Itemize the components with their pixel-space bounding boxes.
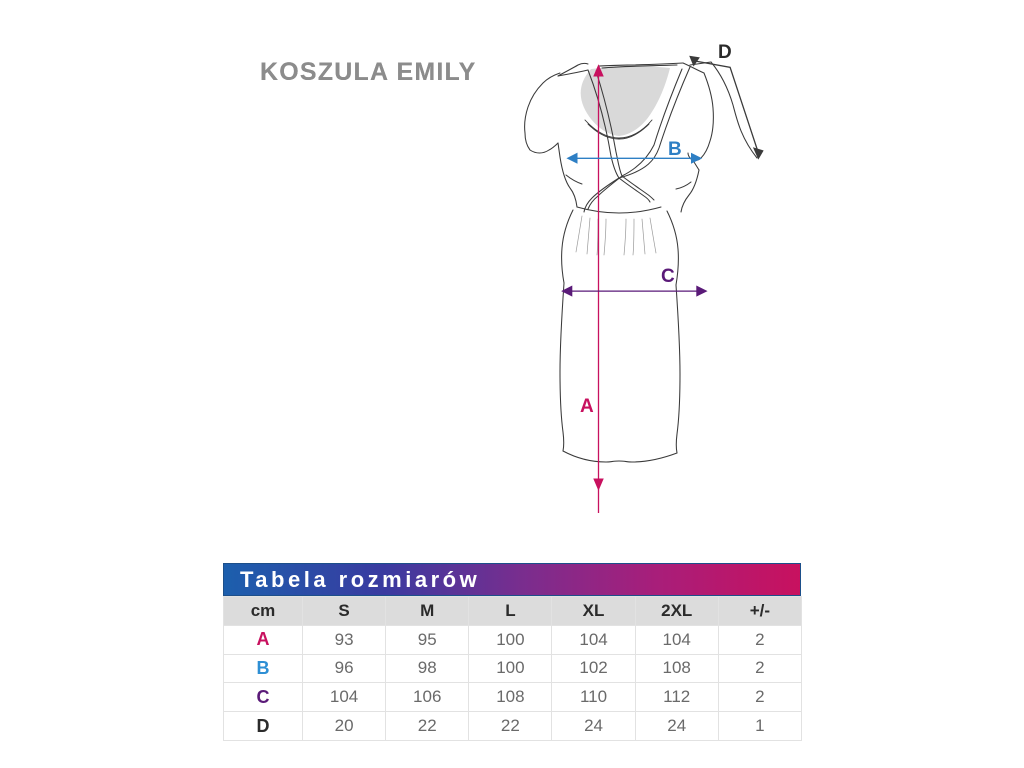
- svg-text:C: C: [661, 266, 675, 287]
- svg-text:A: A: [580, 396, 594, 417]
- svg-text:D: D: [718, 42, 732, 63]
- svg-text:B: B: [668, 139, 682, 160]
